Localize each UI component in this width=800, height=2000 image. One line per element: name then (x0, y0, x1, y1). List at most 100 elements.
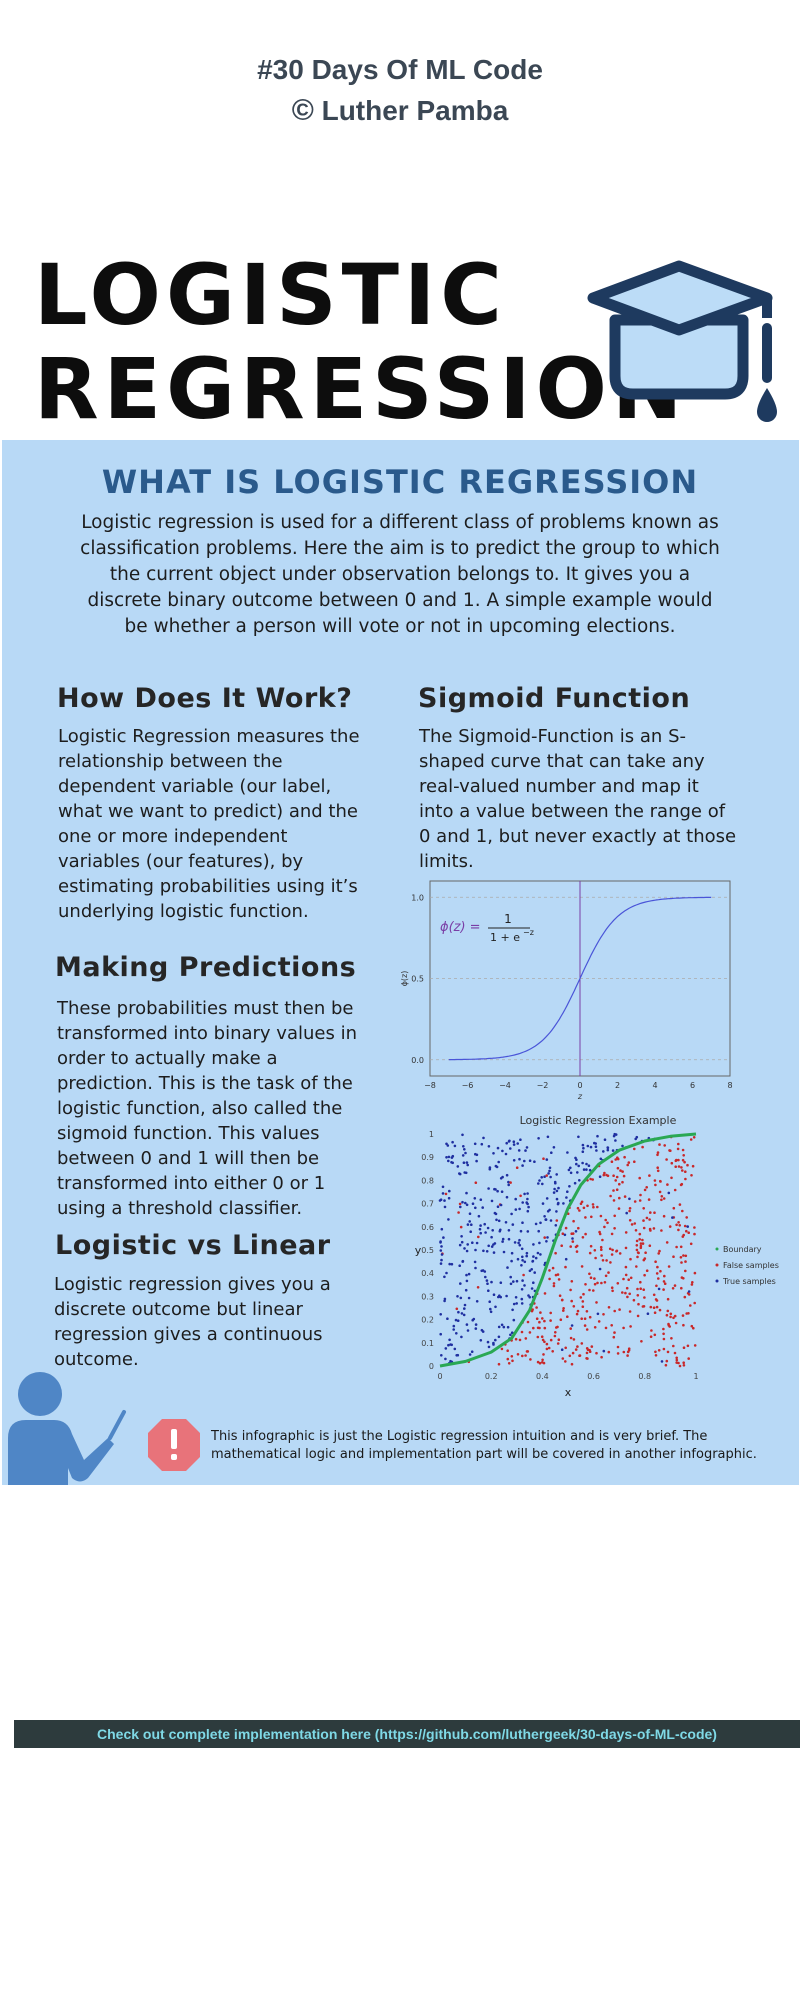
true-sample-point (544, 1218, 547, 1221)
x-tick-label: −6 (462, 1081, 474, 1090)
false-sample-point (652, 1227, 656, 1230)
true-sample-point (581, 1143, 585, 1147)
true-sample-point (501, 1149, 504, 1153)
true-sample-point (492, 1251, 496, 1254)
true-sample-point (445, 1156, 448, 1159)
false-sample-point (555, 1219, 559, 1222)
false-sample-point (597, 1320, 601, 1323)
false-sample-point (589, 1276, 593, 1279)
false-sample-point (582, 1206, 586, 1210)
false-sample-point (589, 1177, 592, 1181)
true-sample-point (455, 1332, 458, 1335)
true-sample-point (527, 1205, 530, 1209)
false-sample-point (685, 1312, 688, 1315)
false-sample-point (629, 1276, 633, 1280)
true-sample-point (545, 1158, 549, 1161)
false-sample-point (619, 1169, 622, 1172)
true-sample-point (464, 1288, 468, 1292)
true-sample-point (467, 1296, 471, 1300)
true-sample-point (463, 1148, 466, 1151)
false-sample-point (588, 1315, 592, 1319)
true-sample-point (553, 1180, 557, 1184)
false-sample-point (660, 1195, 664, 1198)
true-sample-point (499, 1177, 503, 1180)
false-sample-point (557, 1278, 561, 1281)
false-sample-point (624, 1231, 628, 1234)
true-sample-point (552, 1191, 556, 1194)
y-tick-label: 0.1 (421, 1339, 434, 1348)
true-sample-point (510, 1259, 513, 1263)
true-sample-point (541, 1182, 544, 1186)
true-sample-point (549, 1175, 552, 1179)
true-sample-point (543, 1175, 546, 1178)
false-sample-point (545, 1342, 549, 1346)
true-sample-point (452, 1328, 455, 1331)
false-sample-point (541, 1358, 544, 1362)
what-is-line: the current object under observation bel… (109, 564, 691, 585)
false-sample-point (598, 1230, 601, 1234)
true-sample-point (463, 1247, 466, 1250)
false-sample-point (618, 1252, 622, 1255)
false-sample-point (668, 1149, 671, 1152)
false-sample-point (506, 1357, 510, 1361)
false-sample-point (570, 1232, 573, 1235)
false-sample-point (616, 1166, 620, 1170)
implementation-link[interactable]: Check out complete implementation here (… (14, 1720, 800, 1748)
true-sample-point (523, 1192, 526, 1196)
false-sample-point (682, 1361, 685, 1364)
false-sample-point (552, 1282, 556, 1285)
true-sample-point (440, 1253, 444, 1256)
true-sample-point (465, 1161, 469, 1164)
true-sample-point (479, 1339, 483, 1342)
legend-label: True samples (722, 1277, 776, 1286)
false-sample-point (610, 1232, 614, 1236)
true-sample-point (521, 1279, 524, 1282)
y-tick-label: 1.0 (411, 893, 424, 902)
false-sample-point (663, 1282, 667, 1285)
false-sample-point (643, 1296, 646, 1299)
false-sample-point (665, 1241, 669, 1244)
false-sample-point (691, 1281, 694, 1284)
true-sample-point (531, 1259, 535, 1263)
false-sample-point (547, 1346, 551, 1350)
true-sample-point (686, 1225, 689, 1228)
true-sample-point (573, 1181, 577, 1185)
false-sample-point (542, 1353, 545, 1356)
false-sample-point (571, 1240, 575, 1243)
formula-lhs: ϕ(z) = (440, 920, 481, 935)
true-sample-point (439, 1262, 443, 1265)
true-sample-point (490, 1199, 494, 1203)
false-sample-point (568, 1354, 572, 1358)
true-sample-point (511, 1223, 515, 1226)
false-sample-point (458, 1202, 462, 1206)
false-sample-point (630, 1223, 634, 1226)
x-tick-label: 0.2 (485, 1372, 498, 1381)
true-sample-point (494, 1338, 497, 1342)
false-sample-point (506, 1349, 509, 1352)
false-sample-point (536, 1360, 540, 1364)
true-sample-point (447, 1196, 451, 1200)
false-sample-point (658, 1308, 662, 1312)
true-sample-point (462, 1161, 466, 1164)
legend-label: Boundary (723, 1245, 762, 1254)
false-sample-point (625, 1286, 629, 1290)
true-sample-point (514, 1208, 518, 1211)
false-sample-point (649, 1305, 653, 1309)
true-sample-point (439, 1249, 443, 1252)
false-sample-point (629, 1325, 632, 1328)
false-sample-point (662, 1197, 666, 1200)
true-sample-point (458, 1264, 461, 1267)
true-sample-point (456, 1165, 460, 1168)
false-sample-point (561, 1232, 565, 1235)
false-sample-point (639, 1242, 643, 1245)
how-line: relationship between the (58, 751, 283, 772)
boundary-line (439, 1132, 697, 1368)
true-sample-point (502, 1325, 506, 1329)
false-sample-point (551, 1266, 555, 1270)
legend-marker (715, 1247, 719, 1251)
false-sample-point (693, 1301, 696, 1305)
true-sample-point (495, 1218, 498, 1222)
true-sample-point (484, 1231, 487, 1234)
false-sample-point (497, 1362, 501, 1366)
what-is-line: discrete binary outcome between 0 and 1.… (87, 590, 713, 611)
